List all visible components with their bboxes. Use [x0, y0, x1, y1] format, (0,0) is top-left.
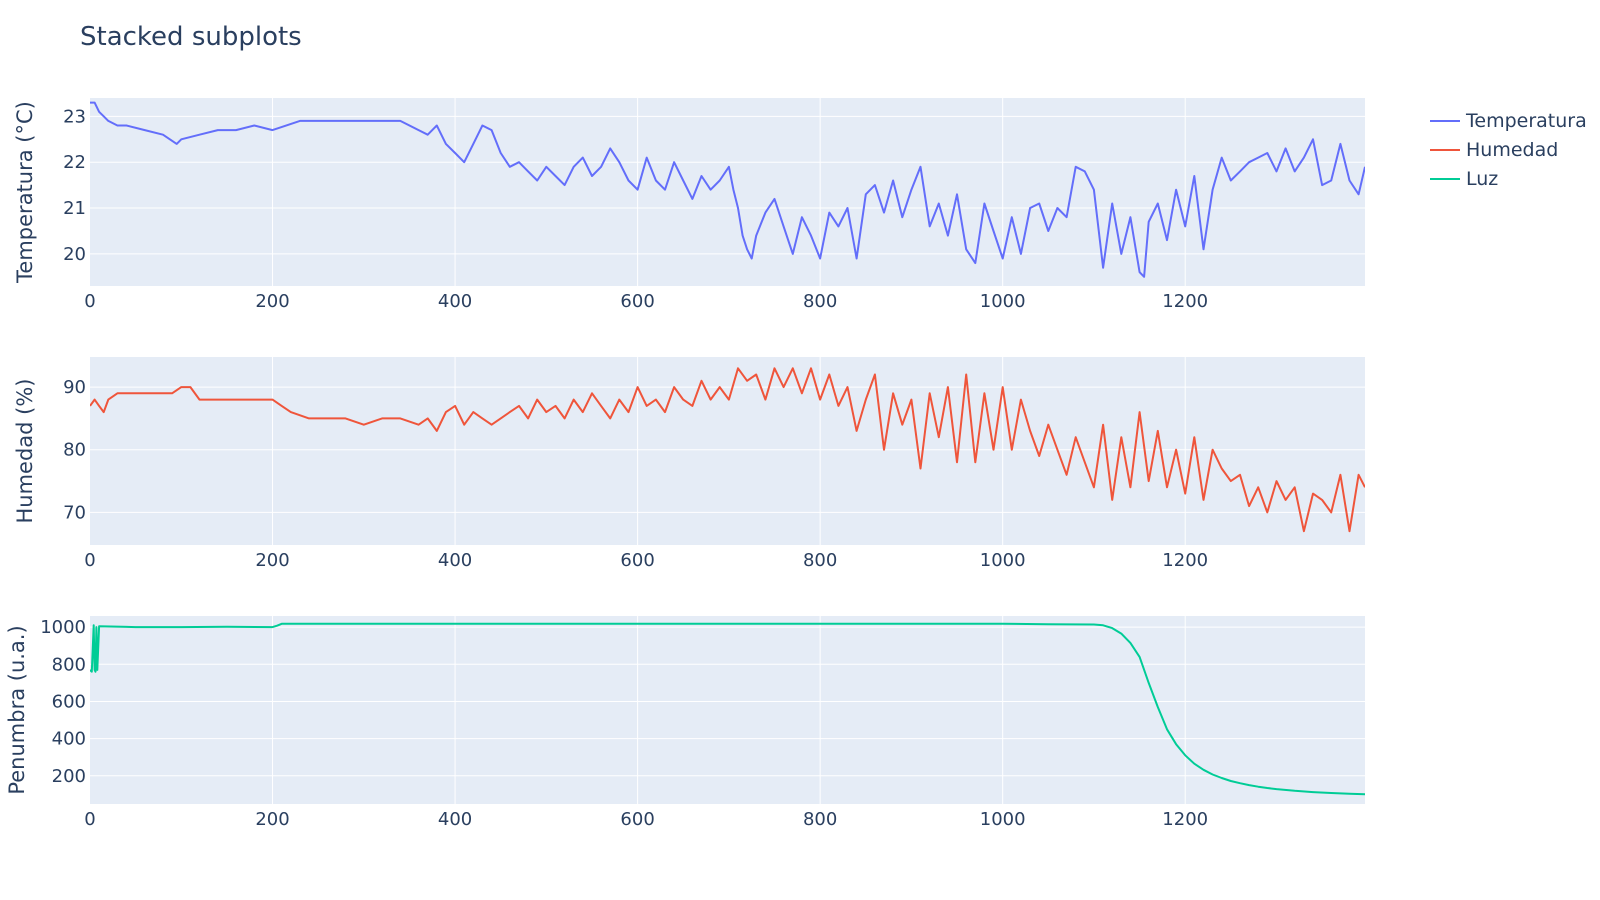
legend-item-humedad[interactable]: Humedad [1430, 135, 1587, 164]
subplot-2: 0 200 400 600 800 1000 1200 70 80 90 Humedad (%) [13, 357, 1365, 571]
legend-label-humedad: Humedad [1466, 138, 1559, 161]
x-tick-label: 400 [438, 809, 472, 830]
x-tick-label: 600 [620, 291, 654, 312]
legend-swatch-humedad [1430, 148, 1460, 151]
y-tick-label: 400 [52, 729, 86, 750]
y-tick-label: 70 [63, 502, 86, 523]
y-tick-label: 22 [63, 152, 86, 173]
x-tick-label: 0 [84, 291, 95, 312]
y-tick-label: 600 [52, 691, 86, 712]
series-line-humedad[interactable] [90, 367, 1365, 533]
x-tick-label: 1000 [980, 550, 1026, 571]
x-tick-label: 200 [255, 809, 289, 830]
legend-label-temperatura: Temperatura [1466, 109, 1587, 132]
series-line-temperatura[interactable] [90, 101, 1365, 278]
y-axis-title: Penumbra (u.a.) [5, 625, 29, 794]
subplot-3: 0 200 400 600 800 1000 1200 200 400 600 800 1000 Pen… [5, 616, 1365, 830]
x-tick-label: 1000 [980, 809, 1026, 830]
plot-background [90, 357, 1365, 545]
y-tick-label: 800 [52, 654, 86, 675]
y-tick-label: 23 [63, 106, 86, 127]
series-line-luz[interactable] [90, 622, 1365, 796]
legend-label-luz: Luz [1466, 167, 1499, 190]
x-tick-label: 0 [84, 809, 95, 830]
x-tick-label: 800 [803, 809, 837, 830]
legend-swatch-luz [1430, 177, 1460, 180]
y-axis-title: Humedad (%) [13, 378, 37, 523]
x-tick-label: 600 [620, 550, 654, 571]
y-tick-label: 90 [63, 377, 86, 398]
x-tick-label: 400 [438, 291, 472, 312]
legend: Temperatura Humedad Luz [1430, 106, 1587, 193]
x-tick-label: 1000 [980, 291, 1026, 312]
x-tick-label: 1200 [1162, 550, 1208, 571]
y-tick-label: 200 [52, 766, 86, 787]
y-tick-label: 20 [63, 244, 86, 265]
y-tick-label: 80 [63, 440, 86, 461]
plot-background [90, 616, 1365, 804]
x-tick-label: 800 [803, 291, 837, 312]
legend-item-luz[interactable]: Luz [1430, 164, 1587, 193]
legend-swatch-temperatura [1430, 119, 1460, 122]
plot-background [90, 98, 1365, 286]
y-tick-label: 1000 [40, 617, 86, 638]
y-tick-label: 21 [63, 198, 86, 219]
x-tick-label: 600 [620, 809, 654, 830]
chart-title: Stacked subplots [80, 22, 302, 52]
x-tick-label: 400 [438, 550, 472, 571]
x-tick-label: 0 [84, 550, 95, 571]
x-tick-label: 200 [255, 291, 289, 312]
x-tick-label: 800 [803, 550, 837, 571]
x-tick-label: 200 [255, 550, 289, 571]
legend-item-temperatura[interactable]: Temperatura [1430, 106, 1587, 135]
y-axis-title: Temperatura (°C) [13, 101, 37, 284]
x-tick-label: 1200 [1162, 809, 1208, 830]
x-tick-label: 1200 [1162, 291, 1208, 312]
subplot-1: 0 200 400 600 800 1000 1200 20 21 22 23 Temperatura… [13, 98, 1365, 312]
